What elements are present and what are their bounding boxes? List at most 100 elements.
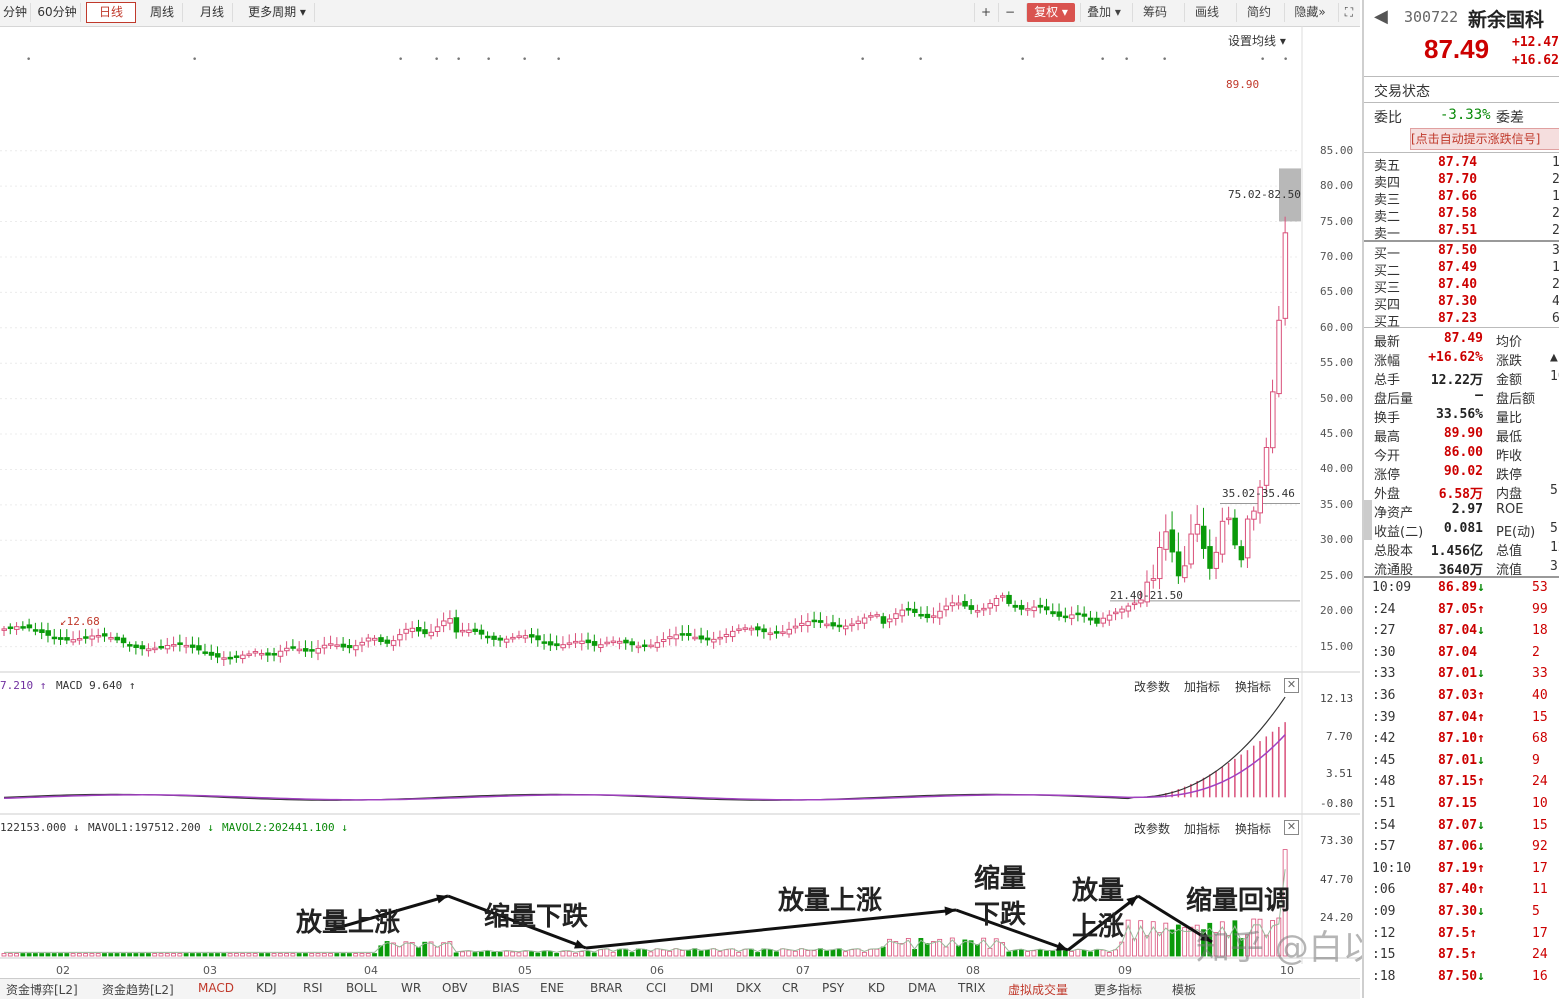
price-axis-tick: 20.00 xyxy=(1320,604,1354,618)
tab-virtual-volume[interactable]: 虚拟成交量 xyxy=(1008,983,1069,997)
macd-edit-params-button[interactable]: 改参数 xyxy=(1134,680,1171,694)
volume-bar xyxy=(196,953,202,957)
tab-template[interactable]: 模板 xyxy=(1172,983,1197,997)
tab-kdj[interactable]: KDJ xyxy=(256,981,277,995)
volume-bar xyxy=(887,938,892,957)
sell-level-row[interactable]: 卖四 87.70 2 xyxy=(1374,172,1559,191)
tab-bias[interactable]: BIAS xyxy=(492,981,520,995)
volume-bar xyxy=(384,941,390,957)
buy-level-row[interactable]: 买五 87.23 6 xyxy=(1374,311,1559,330)
candle-body xyxy=(1031,606,1037,612)
tab-dma[interactable]: DMA xyxy=(908,981,936,995)
macd-switch-indicator-button[interactable]: 换指标 xyxy=(1235,680,1272,694)
period-daily-button[interactable]: 日线 xyxy=(86,2,136,23)
zoom-out-button[interactable]: − xyxy=(998,3,1021,22)
tab-more-indicators[interactable]: 更多指标 xyxy=(1094,983,1143,997)
quote-stat-row: 总手 12.22万 金额 10 xyxy=(1374,369,1559,388)
period-60min-button[interactable]: 60分钟 xyxy=(34,3,81,22)
tab-fund-trend[interactable]: 资金趋势[L2] xyxy=(102,983,174,997)
tab-macd[interactable]: MACD xyxy=(198,981,234,995)
simple-mode-button[interactable]: 简约 xyxy=(1236,3,1281,22)
tick-row: :57 87.06↓ 92 xyxy=(1372,839,1559,860)
candle-body xyxy=(1157,546,1163,580)
low-price-label: ↙12.68 xyxy=(60,615,100,628)
fuquan-dropdown[interactable]: 复权 ▾ xyxy=(1026,3,1075,22)
tab-psy[interactable]: PSY xyxy=(822,981,845,995)
collapse-panel-handle[interactable] xyxy=(1364,500,1372,540)
overlay-dropdown[interactable]: 叠加 ▾ xyxy=(1080,3,1127,22)
vol-edit-params-button[interactable]: 改参数 xyxy=(1134,822,1171,836)
buy-level-row[interactable]: 买二 87.49 14 xyxy=(1374,260,1559,279)
tab-brar[interactable]: BRAR xyxy=(590,981,623,995)
candle-body xyxy=(491,635,497,640)
mavol1-arrow: ↓ xyxy=(207,821,214,834)
buy-level-row[interactable]: 买三 87.40 2 xyxy=(1374,277,1559,296)
prev-stock-icon[interactable]: ◀ xyxy=(1374,6,1388,27)
period-monthly-button[interactable]: 月线 xyxy=(192,3,233,22)
zoom-in-button[interactable]: + xyxy=(974,3,997,22)
tab-wr[interactable]: WR xyxy=(401,981,422,995)
candle-body xyxy=(459,629,466,633)
vol-close-icon[interactable]: ✕ xyxy=(1284,820,1299,835)
annotation-arrow xyxy=(955,908,1069,952)
buy-level-row[interactable]: 买四 87.30 4 xyxy=(1374,294,1559,313)
tick-price: 87.01↓ xyxy=(1438,753,1485,768)
stat-label: 今开 xyxy=(1374,449,1401,464)
tick-direction-icon: ↓ xyxy=(1477,666,1485,682)
tab-boll[interactable]: BOLL xyxy=(346,981,377,995)
chips-button[interactable]: 筹码 xyxy=(1132,3,1177,22)
tab-cr[interactable]: CR xyxy=(782,981,799,995)
event-marker: • xyxy=(860,55,865,65)
candle-body xyxy=(642,644,648,647)
stat-value: 86.00 xyxy=(1443,445,1483,460)
fullscreen-icon[interactable]: ⛶ xyxy=(1338,3,1359,22)
tick-row: :33 87.01↓ 33 xyxy=(1372,666,1559,687)
tab-rsi[interactable]: RSI xyxy=(303,981,323,995)
tab-dmi[interactable]: DMI xyxy=(690,981,714,995)
volume-bar xyxy=(460,951,465,957)
volume-bar xyxy=(711,948,717,957)
vol-switch-indicator-button[interactable]: 换指标 xyxy=(1235,822,1272,836)
sell-level-row[interactable]: 卖二 87.58 25 xyxy=(1374,206,1559,225)
sell-level-row[interactable]: 卖五 87.74 1 xyxy=(1374,155,1559,174)
buy-level-row[interactable]: 买一 87.50 3 xyxy=(1374,243,1559,262)
macd-add-indicator-button[interactable]: 加指标 xyxy=(1184,680,1221,694)
candle-body xyxy=(679,633,686,636)
candle-body xyxy=(1081,613,1088,617)
tab-cci[interactable]: CCI xyxy=(646,981,667,995)
tab-fund-game[interactable]: 资金博弈[L2] xyxy=(6,983,78,997)
event-marker: • xyxy=(1020,55,1025,65)
candle-body xyxy=(748,627,755,631)
stat-label-2: PE(动) xyxy=(1496,525,1536,540)
candle-body xyxy=(472,628,478,632)
stat-value: 1.456亿 xyxy=(1430,544,1483,559)
candle-body xyxy=(792,625,799,629)
candle-body xyxy=(1163,531,1169,550)
tab-kd[interactable]: KD xyxy=(868,981,886,995)
tab-dkx[interactable]: DKX xyxy=(736,981,762,995)
volume-bar xyxy=(108,953,114,957)
sell-level-price: 87.70 xyxy=(1438,172,1478,187)
candle-body xyxy=(1094,617,1100,624)
candle-body xyxy=(108,637,114,640)
stat-value: — xyxy=(1475,388,1483,403)
draw-line-button[interactable]: 画线 xyxy=(1184,3,1229,22)
tab-trix[interactable]: TRIX xyxy=(958,981,986,995)
candle-body xyxy=(497,637,504,641)
signal-banner-link[interactable]: [点击自动提示涨跌信号] xyxy=(1410,128,1559,150)
volume-bar xyxy=(730,948,735,957)
tab-obv[interactable]: OBV xyxy=(442,981,468,995)
sell-level-row[interactable]: 卖一 87.51 2 xyxy=(1374,223,1559,242)
hide-panel-button[interactable]: 隐藏» xyxy=(1284,3,1335,22)
vol-add-indicator-button[interactable]: 加指标 xyxy=(1184,822,1221,836)
tab-ene[interactable]: ENE xyxy=(540,981,565,995)
volume-bar xyxy=(617,948,622,957)
period-more-dropdown[interactable]: 更多周期 ▾ xyxy=(240,3,315,22)
kline-chart-canvas[interactable]: • • • • • • • • • • • • • • • • xyxy=(0,26,1360,978)
period-minute-button[interactable]: 分钟 xyxy=(0,3,31,22)
ma-settings-button[interactable]: 设置均线 ▾ xyxy=(1228,34,1286,48)
sell-level-row[interactable]: 卖三 87.66 1 xyxy=(1374,189,1559,208)
candle-body xyxy=(133,644,139,648)
macd-close-icon[interactable]: ✕ xyxy=(1284,678,1299,693)
period-weekly-button[interactable]: 周线 xyxy=(142,3,183,22)
